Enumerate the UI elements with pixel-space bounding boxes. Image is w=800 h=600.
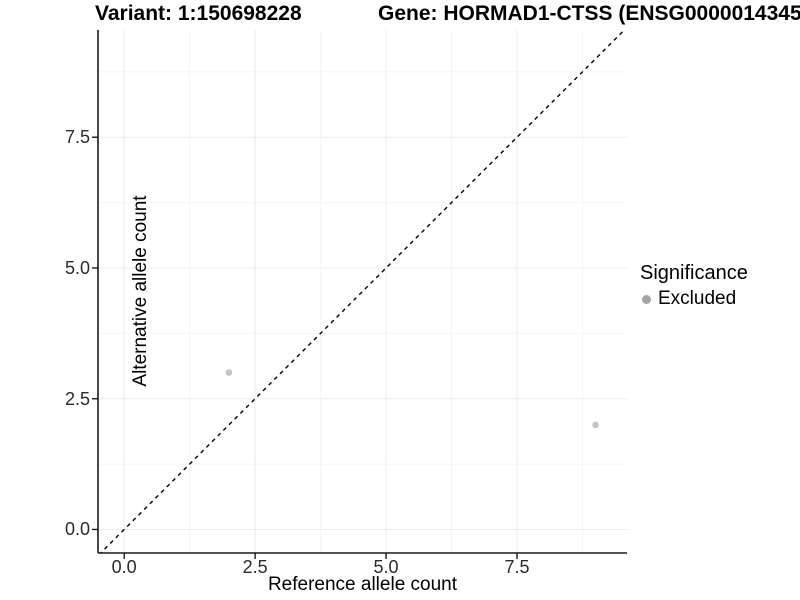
legend-title: Significance xyxy=(640,262,748,284)
plot-title-gene: Gene: HORMAD1-CTSS (ENSG00000143452- xyxy=(378,2,800,25)
identity-reference-line xyxy=(99,30,626,553)
data-point xyxy=(225,369,233,376)
data-point xyxy=(592,421,599,429)
y-tick-label: 5.0 xyxy=(64,257,90,278)
legend-item-excluded: Excluded xyxy=(640,288,748,310)
x-tick-label: 0.0 xyxy=(111,557,137,577)
plot-title-variant: Variant: 1:150698228 xyxy=(95,2,302,25)
x-tick-label: 7.5 xyxy=(504,557,530,577)
y-tick-label: 0.0 xyxy=(64,519,90,540)
legend-point-icon xyxy=(642,294,651,304)
y-tick-label: 7.5 xyxy=(64,127,90,148)
x-tick-label: 2.5 xyxy=(242,557,268,577)
y-axis-title: Alternative allele count xyxy=(130,195,151,387)
x-axis-title: Reference allele count xyxy=(267,574,458,595)
x-tick-label: 5.0 xyxy=(373,557,399,577)
legend: Significance Excluded xyxy=(640,261,748,310)
y-tick-label: 2.5 xyxy=(64,388,90,409)
legend-item-label: Excluded xyxy=(658,288,737,309)
